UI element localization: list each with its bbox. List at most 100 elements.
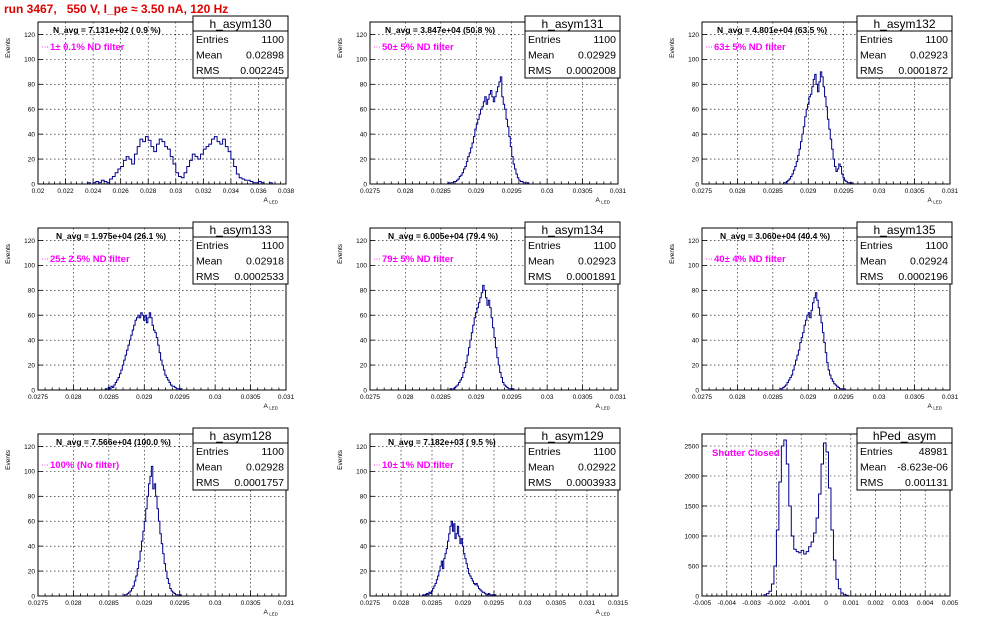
- filter-label: 25± 2.5% ND filter: [50, 254, 130, 265]
- stat-label-mean: Mean: [860, 256, 886, 268]
- y-tick-label: 60: [28, 313, 36, 320]
- x-tick-label: 0.029: [800, 188, 817, 195]
- x-tick-label: 0.0305: [241, 600, 261, 607]
- stat-value-entries: 1100: [261, 446, 284, 458]
- x-tick-label: 0.0295: [170, 600, 190, 607]
- x-tick-label: 0.0305: [905, 188, 925, 195]
- histogram-series-h_asym132: [782, 71, 854, 185]
- y-tick-label: 120: [356, 32, 367, 39]
- n-avg-label: N_avg = 6.005e+04 (79.4 %): [388, 231, 498, 241]
- stat-label-entries: Entries: [528, 446, 561, 458]
- x-tick-label: 0.028: [729, 188, 746, 195]
- y-tick-label: 100: [688, 263, 699, 270]
- filter-label: 40± 4% ND filter: [714, 254, 786, 265]
- stats-box-frame: [192, 15, 289, 79]
- plot-frame: [369, 227, 619, 391]
- stat-value-mean: 0.02924: [910, 256, 948, 268]
- x-tick-label: 0.038: [278, 188, 295, 195]
- n-avg-label: N_avg = 3.060e+04 (40.4 %): [720, 231, 830, 241]
- stat-value-entries: 1100: [261, 34, 284, 46]
- stat-value-rms: 0.0001891: [566, 271, 616, 283]
- stat-value-rms: 0.0002533: [234, 271, 284, 283]
- stat-label-mean: Mean: [196, 462, 222, 474]
- y-tick-label: 40: [28, 337, 36, 344]
- y-tick-label: 100: [356, 469, 367, 476]
- n-avg-label: N_avg = 1.975e+04 (26.1 %): [56, 231, 166, 241]
- y-tick-label: 20: [360, 362, 368, 369]
- y-tick-label: 0: [695, 387, 699, 394]
- x-tick-label: 0.032: [195, 188, 212, 195]
- x-tick-label: 0.028: [140, 188, 157, 195]
- stat-value-rms: 0.0002008: [566, 65, 616, 77]
- histogram-panel-h_asym130: 0.02 0.022 0.024 0.026 0.028 0.03 0.032 0.034 0.…: [5, 15, 295, 205]
- filter-label: 10± 1% ND filter: [382, 460, 454, 471]
- x-tick-label: 0.03: [873, 394, 886, 401]
- stats-box-frame: [856, 427, 953, 491]
- y-tick-label: 20: [28, 568, 36, 575]
- x-axis-label: A LED: [595, 197, 610, 205]
- x-tick-label: -0.004: [718, 600, 737, 607]
- y-tick-label: 100: [688, 57, 699, 64]
- x-tick-label: 0.0315: [608, 600, 628, 607]
- y-tick-label: 2000: [685, 473, 700, 480]
- x-tick-label: 0.028: [393, 600, 410, 607]
- x-tick-label: 0.034: [223, 188, 240, 195]
- histogram-series-h_asym130: [87, 136, 273, 185]
- y-tick-label: 80: [692, 288, 700, 295]
- stats-box-frame: [192, 221, 289, 285]
- y-tick-label: 120: [356, 444, 367, 451]
- y-tick-label: 40: [28, 131, 36, 138]
- x-tick-label: 0.0275: [28, 600, 48, 607]
- stat-label-entries: Entries: [860, 240, 893, 252]
- y-tick-label: 0: [695, 593, 699, 600]
- stats-box: hPed_asym Entries 48981 Mean -8.623e-06 RMS 0.…: [856, 427, 953, 491]
- stat-value-mean: 0.02929: [578, 50, 616, 62]
- y-tick-label: 100: [356, 263, 367, 270]
- x-tick-label: -0.003: [742, 600, 761, 607]
- plot-frame: [37, 21, 287, 185]
- y-axis-label: Events: [669, 243, 676, 264]
- stats-box-frame: [856, 221, 953, 285]
- histogram-name: h_asym128: [209, 429, 271, 443]
- stats-box: h_asym134 Entries 1100 Mean 0.02923 RMS 0.0001…: [524, 221, 621, 285]
- stat-label-rms: RMS: [196, 477, 219, 489]
- x-tick-label: 0.0285: [422, 600, 442, 607]
- plot-frame: [37, 433, 287, 597]
- stat-value-entries: 1100: [261, 240, 284, 252]
- x-tick-label: 0.031: [278, 394, 295, 401]
- x-tick-label: 0.004: [917, 600, 934, 607]
- x-tick-label: 0.031: [610, 188, 627, 195]
- x-axis-label: A LED: [263, 403, 278, 411]
- stat-label-mean: Mean: [196, 50, 222, 62]
- x-axis-label: A LED: [595, 609, 610, 617]
- y-tick-label: 120: [24, 238, 35, 245]
- stat-label-mean: Mean: [860, 50, 886, 62]
- x-tick-label: 0.0285: [763, 394, 783, 401]
- y-axis-label: Events: [5, 37, 12, 58]
- histogram-panel-h_asym128: 0.0275 0.028 0.0285 0.029 0.0295 0.03 0.0305 0.…: [5, 427, 295, 617]
- x-tick-label: 0.0295: [484, 600, 504, 607]
- stats-box: h_asym129 Entries 1100 Mean 0.02922 RMS 0.0003…: [524, 427, 621, 491]
- x-tick-label: 0.029: [136, 394, 153, 401]
- x-tick-label: 0.0275: [28, 394, 48, 401]
- y-tick-label: 80: [28, 288, 36, 295]
- y-tick-label: 60: [692, 313, 700, 320]
- y-tick-label: 40: [692, 337, 700, 344]
- stat-label-entries: Entries: [196, 34, 229, 46]
- x-tick-label: 0.028: [397, 188, 414, 195]
- y-tick-label: 20: [692, 362, 700, 369]
- x-tick-label: 0.003: [892, 600, 909, 607]
- stat-label-mean: Mean: [196, 256, 222, 268]
- x-tick-label: 0.031: [610, 394, 627, 401]
- stat-value-mean: 0.02923: [910, 50, 948, 62]
- y-axis-label: Events: [337, 37, 344, 58]
- n-avg-label: N_avg = 7.566e+04 (100.0 %): [56, 437, 171, 447]
- y-axis-label: Events: [5, 449, 12, 470]
- x-tick-label: 0.0285: [763, 188, 783, 195]
- stat-value-rms: 0.0001757: [234, 477, 284, 489]
- y-tick-label: 60: [692, 107, 700, 114]
- x-tick-label: 0.031: [942, 394, 959, 401]
- x-tick-label: 0.02: [32, 188, 45, 195]
- y-tick-label: 40: [360, 131, 368, 138]
- y-tick-label: 1000: [685, 533, 700, 540]
